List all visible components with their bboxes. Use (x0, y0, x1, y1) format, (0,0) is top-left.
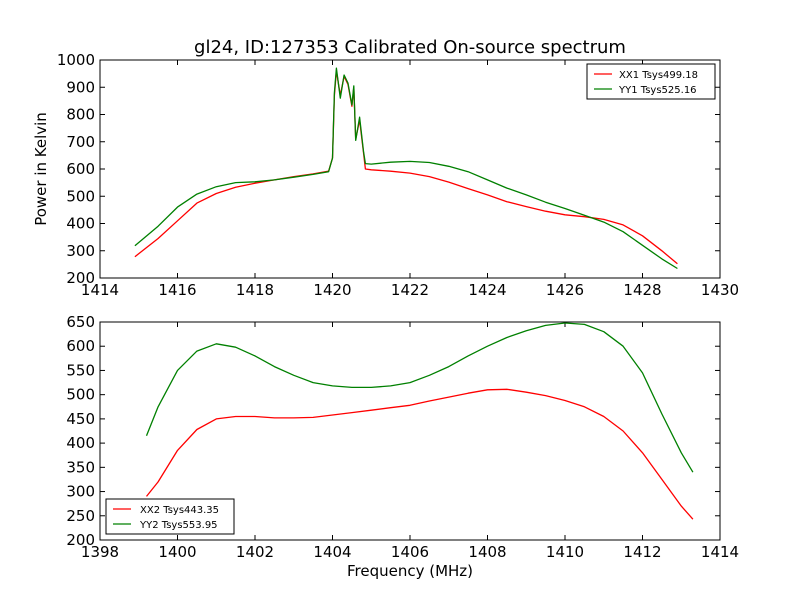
bottom-x-tick-label: 1414 (701, 543, 739, 561)
top-y-tick-label: 200 (66, 269, 95, 287)
bottom-series-group (145, 322, 694, 520)
top-x-tick-label: 1424 (468, 281, 506, 299)
bottom-ticks: 1398 1400 1402 1404 1406 1408 1410 1412 1414 200 2… (66, 313, 739, 561)
top-y-tick-label: 800 (66, 106, 95, 124)
top-x-tick-label: 1422 (391, 281, 429, 299)
bottom-x-tick-label: 1412 (623, 543, 661, 561)
legend-label-yy1: YY1 Tsys525.16 (618, 85, 697, 96)
bottom-y-tick-label: 450 (66, 410, 95, 428)
top-legend-box (586, 63, 716, 100)
top-x-tick-label: 1430 (701, 281, 739, 299)
bottom-x-tick-label: 1408 (468, 543, 506, 561)
top-y-tick-label: 600 (66, 160, 95, 178)
top-series-group (134, 67, 678, 270)
top-y-tick-label: 500 (66, 187, 95, 205)
top-x-tick-label: 1428 (623, 281, 661, 299)
bottom-y-tick-label: 400 (66, 434, 95, 452)
bottom-y-tick-label: 550 (66, 361, 95, 379)
bottom-legend: XX2 Tsys443.35 YY2 Tsys553.95 (105, 498, 235, 535)
top-x-tick-label: 1426 (546, 281, 584, 299)
legend-label-xx2: XX2 Tsys443.35 (140, 505, 219, 516)
y-axis-label: Power in Kelvin (32, 112, 50, 226)
top-legend: XX1 Tsys499.18 YY1 Tsys525.16 (586, 63, 716, 100)
bottom-chart: Frequency (MHz) 1398 1400 1402 1404 1406 1408… (66, 313, 739, 580)
top-series-line-1 (134, 67, 678, 270)
bottom-x-tick-label: 1404 (313, 543, 351, 561)
bottom-y-tick-label: 300 (66, 483, 95, 501)
top-y-tick-label: 1000 (57, 51, 95, 69)
bottom-series-line-0 (145, 388, 694, 520)
bottom-x-tick-label: 1406 (391, 543, 429, 561)
bottom-x-tick-label: 1400 (158, 543, 196, 561)
bottom-x-tick-label: 1410 (546, 543, 584, 561)
top-x-tick-label: 1418 (236, 281, 274, 299)
bottom-x-tick-label: 1402 (236, 543, 274, 561)
bottom-plot-frame (99, 321, 721, 541)
bottom-y-tick-label: 650 (66, 313, 95, 331)
bottom-y-tick-label: 350 (66, 458, 95, 476)
top-plot-frame (99, 59, 721, 279)
top-x-tick-label: 1414 (81, 281, 119, 299)
top-x-tick-label: 1416 (158, 281, 196, 299)
top-y-tick-label: 400 (66, 215, 95, 233)
legend-label-xx1: XX1 Tsys499.18 (619, 70, 698, 81)
bottom-y-tick-label: 250 (66, 507, 95, 525)
bottom-x-tick-label: 1398 (81, 543, 119, 561)
bottom-series-line-1 (145, 322, 694, 473)
top-chart: gl24, ID:127353 Calibrated On-source spe… (32, 37, 739, 299)
top-y-tick-label: 900 (66, 78, 95, 96)
top-ticks: 1414 1416 1418 1420 1422 1424 1426 1428 1430 200 3… (57, 51, 739, 299)
bottom-y-tick-label: 200 (66, 531, 95, 549)
bottom-legend-box (105, 498, 235, 535)
bottom-y-tick-label: 600 (66, 337, 95, 355)
legend-label-yy2: YY2 Tsys553.95 (139, 520, 218, 531)
top-x-tick-label: 1420 (313, 281, 351, 299)
chart-title: gl24, ID:127353 Calibrated On-source spe… (194, 37, 626, 58)
top-y-tick-label: 700 (66, 133, 95, 151)
bottom-y-tick-label: 500 (66, 386, 95, 404)
x-axis-label: Frequency (MHz) (347, 562, 473, 580)
top-y-tick-label: 300 (66, 242, 95, 260)
